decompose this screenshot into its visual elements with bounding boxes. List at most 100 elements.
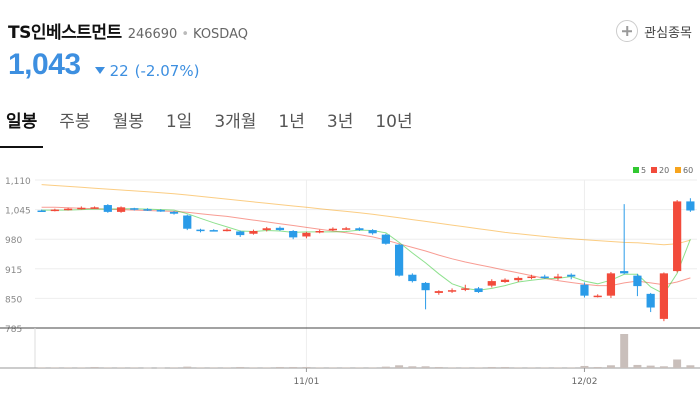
volume-bar [143,367,152,369]
candle-body [434,291,443,293]
candle-body [487,281,496,286]
candle-body [236,231,245,236]
plus-icon [616,20,639,42]
price-change: 22 (-2.07%) [94,61,199,80]
volume-bar [249,367,258,368]
volume-bar [130,367,139,368]
candle-body [37,210,46,213]
tab-7[interactable]: 10년 [375,112,413,132]
candle-body [686,201,695,211]
x-tick-label: 12/02 [571,377,597,387]
candle-body [381,234,390,244]
separator-dot: • [181,27,189,42]
candle-body [156,210,165,212]
candle-body [328,228,338,231]
candle-body [90,207,99,209]
legend-label: 20 [659,166,669,175]
tab-0[interactable]: 일봉 [0,108,44,148]
volume-bar [236,366,245,368]
volume-bar [540,367,549,368]
tab-6[interactable]: 3년 [326,112,354,132]
candle-body [103,205,112,212]
candle-body [249,231,258,234]
volume-bar [302,366,311,368]
volume-bar [567,367,576,368]
volume-bar [368,367,377,368]
tab-2[interactable]: 월봉 [112,112,144,132]
volume-bar [64,367,73,368]
stock-code: 246690 [127,27,178,42]
price-chart[interactable]: 1,110 1,045 980 915 850 785 11/01 12/02 5 20 60 [0,162,700,400]
candle-body [421,282,430,291]
volume-bar [381,366,390,368]
volume-bar [355,367,364,368]
volume-bar [659,366,668,368]
volume-bar [434,366,443,368]
candle-body [620,271,629,274]
candle-body [342,228,351,230]
tab-3[interactable]: 1일 [165,112,193,132]
volume-bar [37,367,46,368]
candle-body [222,229,232,232]
chart-svg: 1,110 1,045 980 915 850 785 11/01 12/02 5 20 60 [0,166,700,387]
volume-bar [421,366,430,368]
volume-bar [395,365,404,368]
volume-bar [633,364,642,368]
candle-body [368,230,377,234]
candle-body [527,276,536,279]
candle-body [302,232,311,237]
stock-market: KOSDAQ [193,27,248,42]
period-tabs: 일봉 주봉 월봉 1일 3개월 1년 3년 10년 [0,108,429,148]
volume-bar [686,365,695,368]
candle-body [659,273,669,319]
candle-body [580,284,589,296]
candle-body [408,274,417,282]
y-tick-label: 915 [5,266,22,276]
volume-bar [673,359,682,368]
stock-meta: 246690 • KOSDAQ [128,27,248,42]
stock-name: TS인베스트먼트 [8,23,122,43]
ma20-line [41,206,691,287]
ma60-line [41,184,691,246]
volume-bar [448,367,457,368]
volume-bar [487,366,496,368]
candle-body [196,229,205,232]
candle-body [447,290,457,292]
volume-bar [474,367,483,368]
candle-body [116,207,126,212]
volume-bar [593,366,602,368]
volume-bar [620,334,629,368]
tab-4[interactable]: 3개월 [214,112,257,132]
volume-bar [183,366,192,368]
candle-body [593,295,602,298]
y-tick-label: 850 [5,295,22,305]
legend-swatch [675,167,681,173]
candle-body [275,227,285,231]
tab-1[interactable]: 주봉 [59,112,91,132]
volume-bar [461,367,470,368]
volume-bar [90,366,99,368]
candle-body [50,209,59,212]
volume-bar [580,365,589,368]
candle-body [289,231,298,238]
price-row: 1,043 22 (-2.07%) [8,48,199,82]
volume-bar [514,367,523,368]
candle-body [461,288,470,290]
candle-body [474,288,483,293]
candle-body [130,208,139,210]
volume-bar [223,367,231,368]
candle-body [646,293,655,308]
candle-body [540,276,549,279]
legend-label: 5 [641,166,646,175]
volume-bar [408,366,417,368]
add-watchlist-button[interactable]: 관심종목 [616,20,692,42]
candle-body [394,244,404,276]
volume-bar [50,367,59,368]
change-amount: 22 [109,61,129,80]
candle-body [673,201,682,272]
candle-body [183,215,192,229]
volume-bar [262,367,271,368]
tab-5[interactable]: 1년 [278,112,305,132]
y-tick-label: 980 [5,236,22,246]
ma5-line [41,208,691,295]
